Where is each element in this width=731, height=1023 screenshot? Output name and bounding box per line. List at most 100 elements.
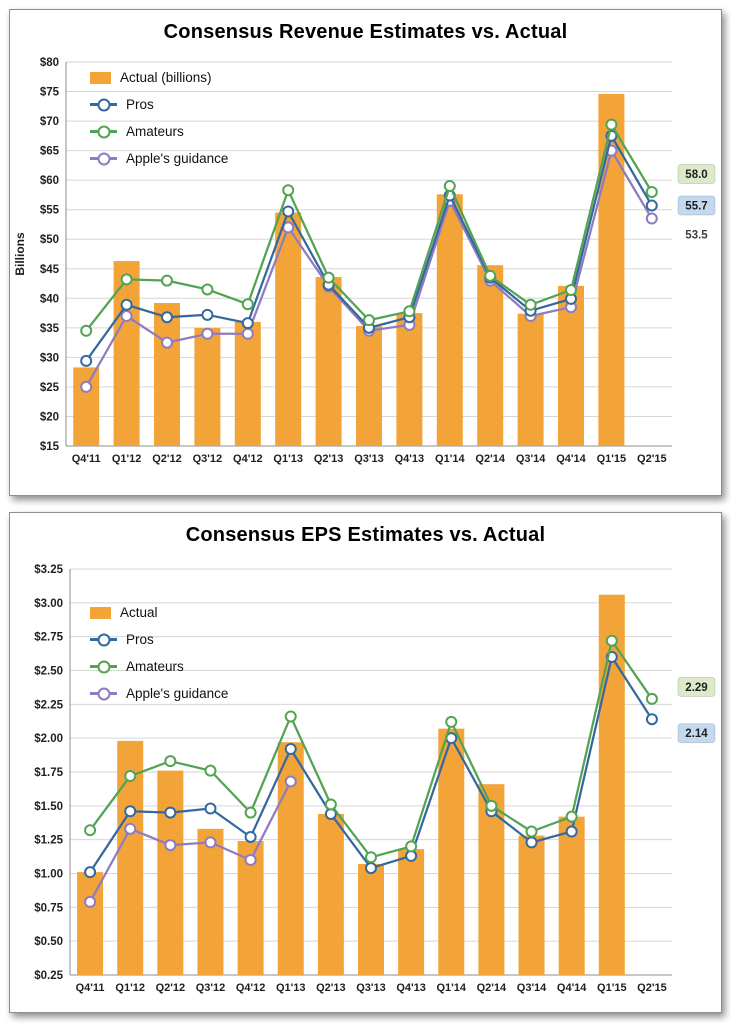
series-marker (204, 764, 217, 777)
y-tick-label: $45 (40, 264, 60, 276)
legend-item: Amateurs (90, 118, 228, 145)
y-tick-label: $25 (40, 382, 60, 394)
legend-marker-icon (97, 98, 110, 111)
x-tick-label: Q4'13 (395, 453, 425, 465)
x-tick-label: Q2'12 (156, 982, 186, 994)
series-marker (124, 805, 137, 818)
bar (73, 367, 100, 446)
legend-line-swatch-icon (90, 98, 117, 111)
x-tick-label: Q1'14 (435, 453, 465, 465)
y-tick-label: $15 (40, 441, 60, 453)
series-marker (201, 327, 214, 340)
y-tick-label: $70 (40, 116, 59, 128)
x-tick-label: Q2'15 (637, 453, 667, 465)
y-tick-label: $50 (40, 234, 59, 246)
series-marker (565, 825, 578, 838)
series-marker (204, 836, 217, 849)
legend-line-swatch-icon (90, 660, 117, 673)
bar (194, 327, 221, 446)
series-marker (164, 755, 177, 768)
legend-line-swatch-icon (90, 152, 117, 165)
series-marker (124, 822, 137, 835)
y-tick-label: $40 (40, 293, 59, 305)
y-tick-label: $20 (40, 411, 59, 423)
series-marker (484, 269, 497, 282)
series-marker (244, 853, 257, 866)
series-marker (324, 798, 337, 811)
x-tick-label: Q1'14 (437, 982, 467, 994)
legend-marker-icon (97, 125, 110, 138)
legend-label: Pros (126, 97, 154, 112)
series-marker (84, 866, 97, 879)
bar (356, 326, 382, 446)
bar (315, 277, 342, 446)
series-marker (645, 692, 658, 705)
revenue-chart-legend: Actual (billions) Pros Amateurs Apple's gui… (90, 64, 228, 172)
eps-chart-legend: Actual Pros Amateurs Apple's guidance (90, 599, 228, 707)
series-marker (164, 839, 177, 852)
bar (157, 770, 184, 975)
x-tick-label: Q1'13 (273, 453, 303, 465)
x-tick-label: Q4'12 (236, 982, 266, 994)
x-tick-label: Q1'15 (597, 982, 627, 994)
x-tick-label: Q2'14 (475, 453, 505, 465)
y-tick-label: $3.25 (34, 564, 63, 576)
eps-chart-panel: Consensus EPS Estimates vs. Actual Actua… (9, 512, 722, 1013)
revenue-chart-title: Consensus Revenue Estimates vs. Actual (163, 20, 568, 43)
y-tick-label: $55 (40, 205, 60, 217)
x-tick-label: Q4'11 (76, 982, 105, 994)
bar (197, 828, 224, 975)
series-marker (365, 851, 377, 864)
series-marker (282, 205, 295, 218)
y-tick-label: $80 (40, 57, 59, 69)
eps-chart-title: Consensus EPS Estimates vs. Actual (185, 523, 546, 546)
y-tick-label: $2.25 (34, 699, 63, 711)
bar (477, 265, 504, 446)
x-tick-label: Q4'13 (396, 982, 426, 994)
y-tick-label: $0.50 (34, 936, 63, 948)
bar (436, 194, 463, 446)
series-marker (525, 825, 538, 838)
series-marker (80, 324, 93, 337)
y-tick-label: $2.75 (34, 632, 63, 644)
legend-item: Pros (90, 91, 228, 118)
series-marker (365, 862, 377, 875)
bar (154, 303, 180, 446)
bar (275, 212, 302, 446)
bar (517, 313, 544, 446)
revenue-chart-svg: $80 $75 $70 $65 $60 $55 $50 $45 $40 $35 $30 $25 $20 $… (13, 57, 716, 465)
y-tick-label: $60 (40, 175, 59, 187)
x-tick-label: Q3'12 (196, 982, 226, 994)
x-tick-label: Q2'13 (316, 982, 346, 994)
legend-label: Apple's guidance (126, 686, 229, 701)
x-tick-label: Q4'12 (233, 453, 263, 465)
legend-label: Apple's guidance (126, 151, 229, 166)
series-marker (161, 336, 173, 349)
y-tick-label: $1.25 (34, 835, 63, 847)
series-marker (244, 830, 257, 843)
series-marker (241, 317, 254, 330)
bar (398, 849, 425, 975)
eps-chart-svg: $3.25 $3.00 $2.75 $2.50 $2.25 $2.00 $1.75 $1.50… (34, 564, 716, 994)
legend-label: Amateurs (126, 124, 184, 139)
eps-chart-body: Actual Pros Amateurs Apple's guidance $3.25… (10, 557, 721, 1012)
series-marker (445, 715, 458, 728)
series-marker (84, 895, 97, 908)
x-tick-label: Q3'14 (517, 982, 547, 994)
legend-marker-icon (97, 633, 110, 646)
y-axis-title: Billions (13, 232, 27, 276)
series-marker (124, 770, 137, 783)
bar (113, 261, 140, 446)
legend-item: Actual (90, 599, 228, 626)
bar (558, 816, 585, 975)
revenue-chart-body: Actual (billions) Pros Amateurs Apple's gui… (10, 54, 721, 495)
x-tick-label: Q1'12 (112, 453, 142, 465)
y-tick-label: $1.75 (34, 767, 63, 779)
x-tick-label: Q3'13 (354, 453, 384, 465)
series-marker (403, 305, 416, 318)
series-marker (241, 327, 254, 340)
legend-line-swatch-icon (90, 633, 117, 646)
series-marker (201, 283, 214, 296)
bar (518, 835, 545, 975)
series-marker (645, 185, 658, 198)
